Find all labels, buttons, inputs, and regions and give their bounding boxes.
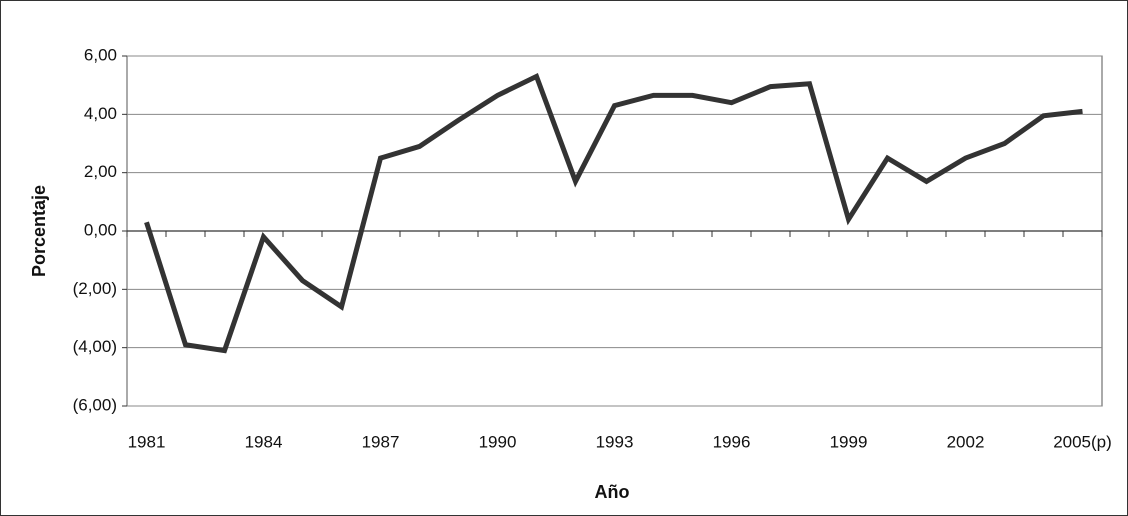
x-tick-label: 1999 xyxy=(830,432,868,451)
y-tick-label: (2,00) xyxy=(73,279,117,298)
x-tick-label: 1990 xyxy=(479,432,517,451)
x-tick-label: 1993 xyxy=(596,432,634,451)
y-tick-label: (6,00) xyxy=(73,395,117,414)
x-tick-label: 1996 xyxy=(713,432,751,451)
y-tick-label: 2,00 xyxy=(84,162,117,181)
x-tick-label: 2002 xyxy=(947,432,985,451)
y-tick-label: (4,00) xyxy=(73,337,117,356)
data-line xyxy=(144,72,1083,354)
y-tick-label: 6,00 xyxy=(84,45,117,64)
x-tick-label: 1987 xyxy=(362,432,400,451)
y-tick-label: 0,00 xyxy=(84,220,117,239)
x-tick-label: 1981 xyxy=(128,432,166,451)
y-axis-label: Porcentaje xyxy=(29,185,49,277)
y-tick-label: 4,00 xyxy=(84,104,117,123)
x-tick-label: 1984 xyxy=(245,432,283,451)
x-axis-label: Año xyxy=(595,482,630,502)
x-tick-label: 2005(p) xyxy=(1053,432,1112,451)
